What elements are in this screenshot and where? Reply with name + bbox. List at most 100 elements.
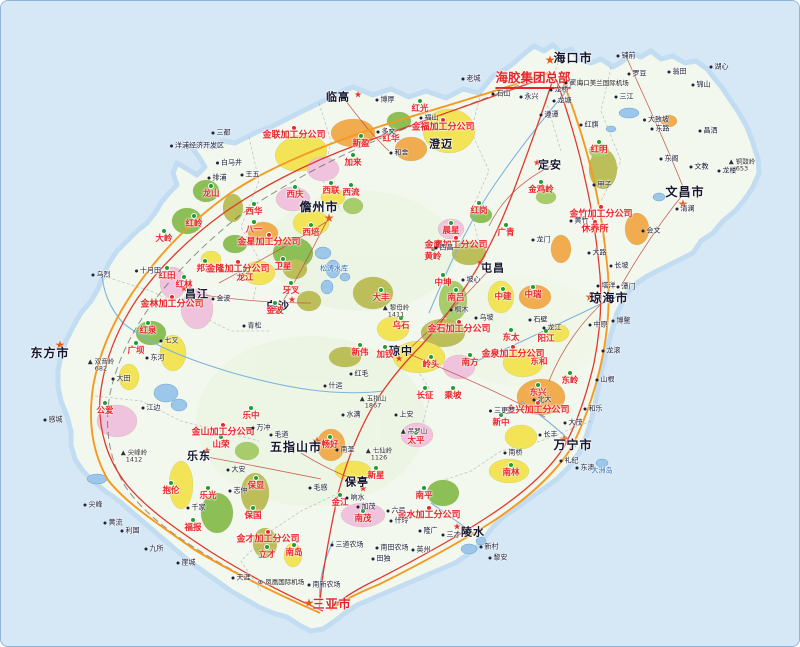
farm-marker	[338, 493, 342, 497]
farm-marker	[441, 273, 445, 277]
town-label: 昌洒	[698, 127, 718, 135]
farm-label: 新盈	[352, 138, 370, 149]
farm-marker	[504, 223, 508, 227]
company-marker	[457, 320, 461, 324]
company-marker	[441, 118, 445, 122]
farm-marker	[358, 343, 362, 347]
town-dot	[650, 127, 654, 130]
farm-marker	[451, 386, 455, 390]
farm-marker	[252, 220, 256, 224]
farm-marker	[251, 506, 255, 510]
town-label: 利国	[120, 527, 140, 535]
town-dot	[120, 529, 124, 532]
farm-label: 西联	[322, 185, 340, 196]
town-dot	[145, 356, 149, 359]
town-label: 三都	[211, 129, 231, 137]
city-star: ★	[544, 53, 556, 67]
farm-label: 东和	[530, 356, 548, 367]
town-label: 东澳	[575, 464, 595, 472]
town-label: 黎安	[488, 554, 508, 562]
town-dot	[717, 169, 721, 172]
town-dot	[549, 88, 553, 91]
town-dot	[349, 372, 353, 375]
town-label: 三才	[441, 531, 461, 539]
town-dot	[698, 129, 702, 132]
town-dot	[601, 349, 605, 352]
town-label: 大致坡	[643, 116, 669, 124]
farm-label: 红田	[158, 270, 176, 281]
farm-marker	[361, 509, 365, 513]
town-label: 和舍	[389, 149, 409, 157]
town-dot	[394, 413, 398, 416]
town-dot	[531, 238, 535, 241]
town-label: 遵谭	[539, 111, 559, 119]
farm-marker	[206, 486, 210, 490]
town-dot	[627, 72, 631, 75]
farm-marker	[468, 353, 472, 357]
farm-label: 西华	[245, 206, 263, 217]
city-label: 临高	[326, 90, 350, 104]
town-dot	[552, 99, 556, 102]
town-label: 红毛	[349, 370, 369, 378]
town-label: 青松	[242, 322, 262, 330]
town-label: 龙塘	[552, 97, 572, 105]
town-dot	[489, 409, 492, 412]
town-label: 天涯	[231, 574, 251, 582]
city-label: 东方市	[30, 346, 70, 360]
town-dot	[559, 459, 563, 462]
rivers	[101, 80, 626, 604]
farm-label: 红华	[382, 133, 400, 144]
city-star: ★	[179, 284, 189, 295]
water-label: 大洲岛	[591, 466, 613, 475]
national-roads	[99, 78, 602, 612]
airport-label: ⊕ 凤凰国际机场	[257, 577, 305, 586]
town-label: 十月田	[135, 267, 161, 275]
town-dot	[575, 466, 579, 469]
town-dot	[211, 131, 215, 134]
company-label: 金福加工分公司	[411, 122, 475, 133]
company-label: 金隆加工分公司	[206, 264, 270, 275]
town-label: 坡心	[461, 276, 481, 284]
highways	[90, 72, 610, 614]
town-label: 和乐	[583, 405, 603, 413]
town-label: 龙楼	[717, 167, 737, 175]
town-dot	[389, 519, 393, 522]
farm-marker	[309, 223, 313, 227]
town-dot	[144, 547, 148, 550]
farm-label: 南吕	[447, 292, 465, 303]
town-label: 多文	[376, 128, 396, 136]
town-label: 毛道	[269, 431, 289, 439]
farm-label: 乘坡	[444, 390, 462, 401]
town-dot	[418, 529, 422, 532]
farm-marker	[146, 321, 150, 325]
water-label: 松涛水库	[320, 264, 348, 273]
farm-label: 畅好	[321, 439, 339, 450]
city-label: 琼中	[389, 344, 413, 358]
town-label: 博厚	[375, 96, 395, 104]
farm-label: 红光	[411, 103, 429, 114]
farm-label: 乐中	[242, 410, 260, 421]
town-label: 崖城	[176, 559, 196, 567]
town-label: 东河	[145, 354, 165, 362]
farm-label: 邦溪	[196, 263, 214, 274]
farm-label: 红泉	[139, 325, 157, 336]
town-label: 尖峰	[83, 501, 103, 509]
town-dot	[434, 246, 438, 249]
farm-marker	[265, 545, 269, 549]
town-dot	[709, 65, 713, 68]
town-dot	[538, 433, 542, 436]
town-dot	[240, 173, 244, 176]
town-label: 会文	[641, 227, 661, 235]
peak-label: ▲ 黎母岭 1411	[382, 303, 410, 318]
town-label: 响水	[345, 494, 365, 502]
town-dot	[345, 496, 349, 499]
town-label: 东阁	[659, 155, 679, 163]
farm-label: 中瑞	[524, 289, 542, 300]
farm-label: 红岭	[185, 218, 203, 229]
town-label: 英州	[411, 546, 431, 554]
town-dot	[595, 378, 599, 381]
town-dot	[609, 264, 613, 267]
town-dot	[641, 229, 645, 232]
town-dot	[569, 219, 573, 222]
